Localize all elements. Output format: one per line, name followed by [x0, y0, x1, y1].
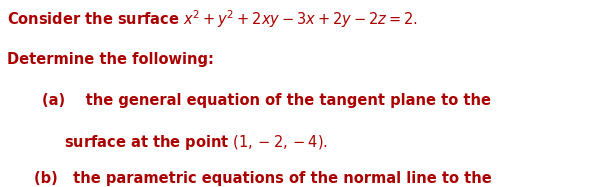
Text: surface at the point $(1,- 2,- 4).$: surface at the point $(1,- 2,- 4).$ — [64, 133, 328, 152]
Text: (b)   the parametric equations of the normal line to the: (b) the parametric equations of the norm… — [34, 171, 492, 186]
Text: Determine the following:: Determine the following: — [7, 52, 214, 67]
Text: Consider the surface $x^{2} + y^{2} + 2xy - 3x + 2y - 2z = 2.$: Consider the surface $x^{2} + y^{2} + 2x… — [7, 8, 418, 30]
Text: (a)    the general equation of the tangent plane to the: (a) the general equation of the tangent … — [42, 94, 491, 108]
